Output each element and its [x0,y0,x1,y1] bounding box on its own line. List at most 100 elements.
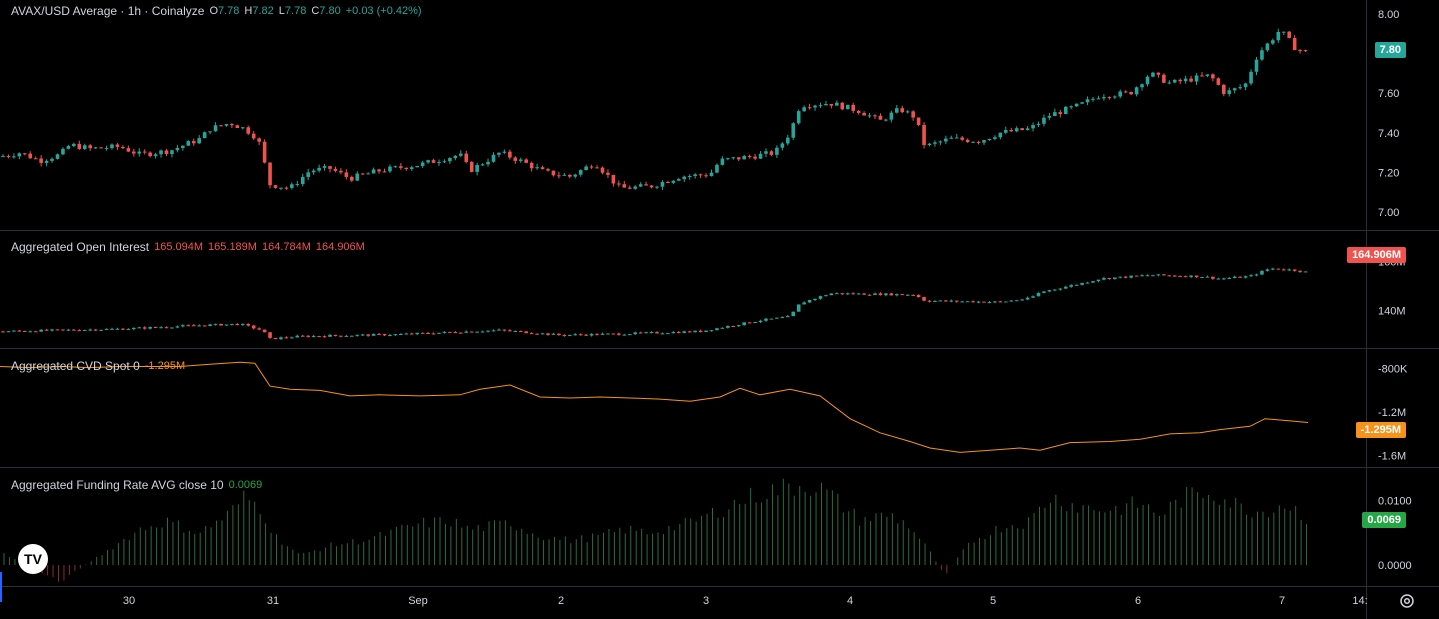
price-candle [1172,79,1177,83]
price-candle [1129,91,1133,95]
price-candle [235,125,240,128]
open-interest-candle [824,295,828,297]
open-interest-candle [796,304,801,312]
open-interest-candle [965,301,970,303]
open-interest-candle [753,321,757,323]
price-candle [965,139,970,143]
price-tick-label: 7.40 [1378,128,1399,140]
price-candle [775,147,779,155]
open-interest-candle [971,301,975,303]
open-interest-candle [649,332,654,334]
open-interest-candle [557,333,561,336]
open-interest-candle [44,329,49,331]
price-candle [93,147,98,149]
open-interest-candle [115,328,120,330]
oi-open: 165.094M [154,241,204,253]
price-candle [295,184,300,186]
price-candle [1140,84,1144,88]
price-candle [1031,125,1035,129]
price-candle [1123,91,1128,93]
price-candle [191,141,196,144]
price-candle [497,152,501,155]
open-interest-candle [736,325,741,327]
open-interest-candle [960,301,964,303]
open-interest-candle [900,294,905,296]
price-candle [1134,87,1139,95]
cvd-tick-label: -800K [1378,364,1408,376]
price-candle [148,152,152,157]
open-interest-candle [284,337,289,339]
open-interest-candle [164,327,169,329]
open-interest-candle [633,332,637,335]
open-interest-candle [1053,289,1057,291]
price-candle [508,151,512,158]
price-candle [818,105,823,107]
price-candle [922,125,926,145]
price-candle [1189,78,1193,82]
price-candle [824,103,828,106]
price-candle [1162,74,1166,83]
price-candle [671,180,676,183]
price-candle [764,151,768,154]
open-interest-candle [595,333,599,335]
open-interest-candle [469,331,474,333]
price-candle [311,170,316,173]
open-interest-candle [1156,274,1161,276]
price-candle [677,179,681,181]
open-interest-candle [867,294,872,296]
open-interest-candle [987,302,992,304]
open-interest-candle [666,333,670,335]
open-interest-candle [998,301,1003,303]
open-interest-candle [786,316,790,318]
open-interest-candle [1118,276,1123,278]
open-interest-candle [224,324,229,326]
time-scale[interactable]: 30 31 Sep 2 3 4 5 6 7 14: [123,595,1368,607]
open-interest-candle [333,334,338,336]
price-candle [551,170,556,176]
price-candle [829,103,834,106]
price-candle [208,131,212,133]
open-interest-candle [1194,275,1199,278]
open-interest-candle [1254,274,1259,276]
open-interest-candle [1178,276,1182,278]
price-candle [126,148,131,152]
open-interest-candle [393,334,398,336]
open-interest-candle [55,329,60,331]
price-candle [731,157,736,159]
price-candle [1205,74,1210,76]
price-candle [884,119,888,121]
price-candle [1292,37,1297,51]
open-interest-candle [377,333,381,335]
price-candle [1243,83,1248,88]
price-candle [251,133,256,139]
open-interest-candle [546,333,550,335]
open-interest-candle [1183,276,1188,278]
open-interest-candle [415,332,419,335]
price-candle [540,167,545,170]
time-tick-label: 3 [703,595,709,607]
price-candle [279,187,283,189]
price-candle [802,107,806,112]
tradingview-logo-icon[interactable]: TV [18,544,48,574]
open-interest-candle [197,325,201,327]
open-interest-candle [873,293,877,295]
open-interest-candle [704,330,708,332]
price-candle [568,174,572,177]
price-candle [137,151,142,154]
last-funding-label: 0.0069 [1362,512,1406,528]
ohlc-open: O7.78 [209,5,240,17]
open-interest-candle [153,326,158,328]
gear-icon[interactable] [1398,592,1416,610]
price-candle [644,184,648,186]
open-interest-candle [170,327,174,329]
open-interest-candle [191,325,196,327]
price-tick-label: 7.00 [1378,207,1399,219]
price-scale[interactable]: 8.007.807.607.407.207.00160M140M-800K-1.… [1378,9,1412,572]
open-interest-candle [660,333,665,335]
open-interest-candle [1074,284,1079,286]
price-candle [769,151,774,155]
price-candle [1036,123,1041,126]
time-tick-label: 4 [847,595,853,607]
